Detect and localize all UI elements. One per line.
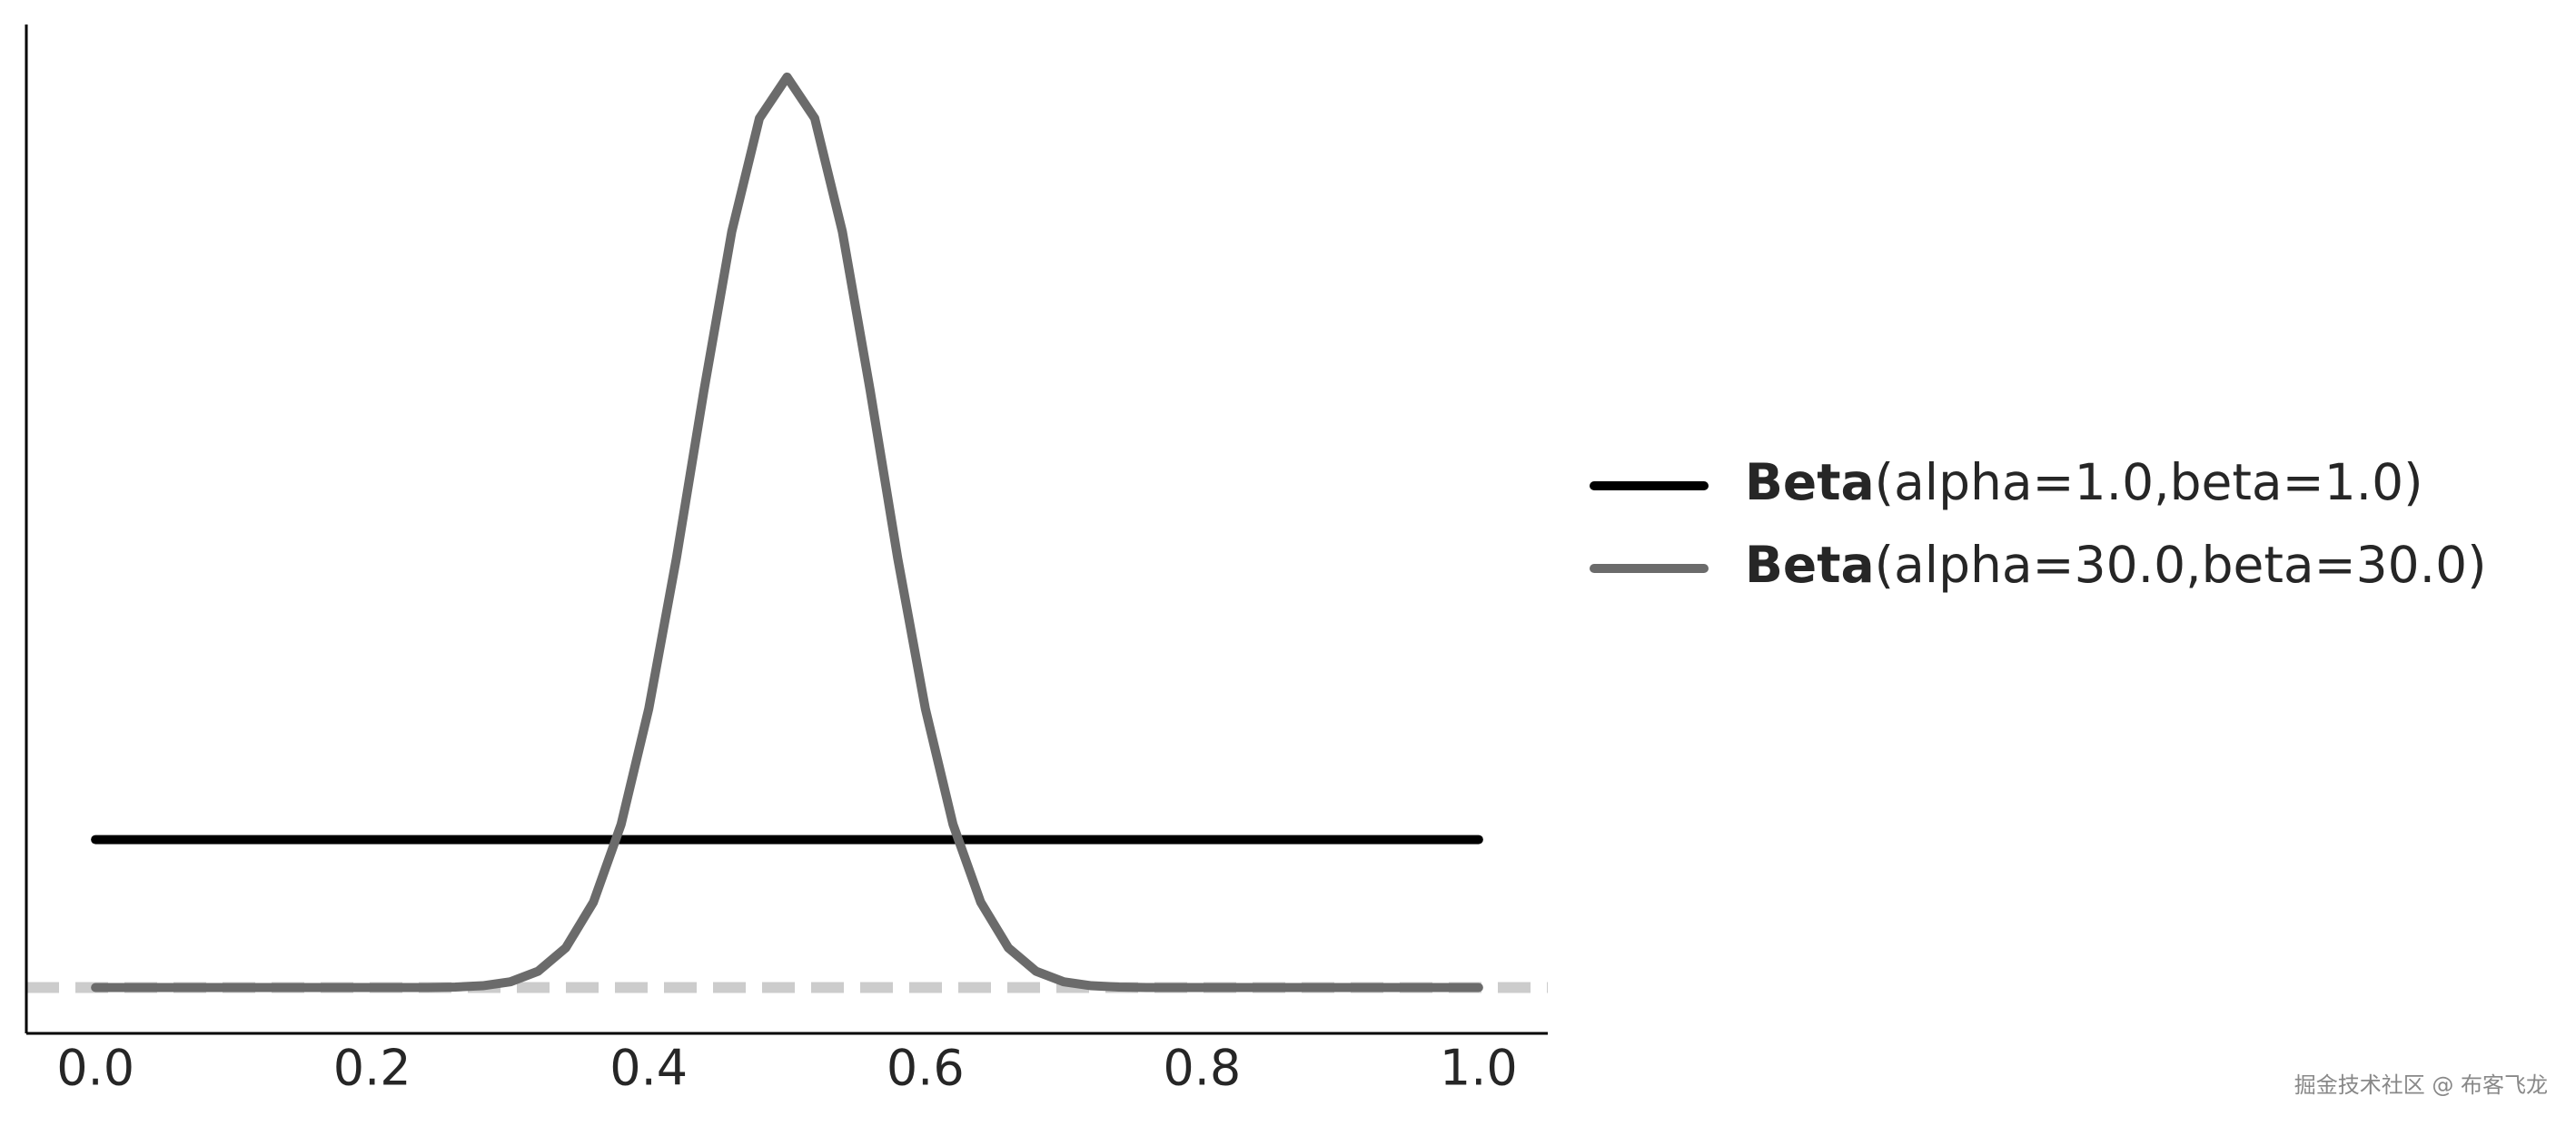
legend-label: Beta(alpha=30.0,beta=30.0) — [1745, 536, 2487, 594]
watermark: 掘金技术社区 @ 布客飞龙 — [2294, 1072, 2548, 1098]
line — [91, 72, 1483, 993]
x-tick-label: 0.4 — [609, 1040, 688, 1097]
x-tick-label: 0.0 — [56, 1040, 134, 1097]
legend-label: Beta(alpha=1.0,beta=1.0) — [1745, 453, 2423, 511]
x-tick-label: 0.6 — [887, 1040, 965, 1097]
x-tick-label: 0.8 — [1163, 1040, 1241, 1097]
x-tick-label: 0.2 — [333, 1040, 411, 1097]
x-tick-label: 1.0 — [1440, 1040, 1518, 1097]
